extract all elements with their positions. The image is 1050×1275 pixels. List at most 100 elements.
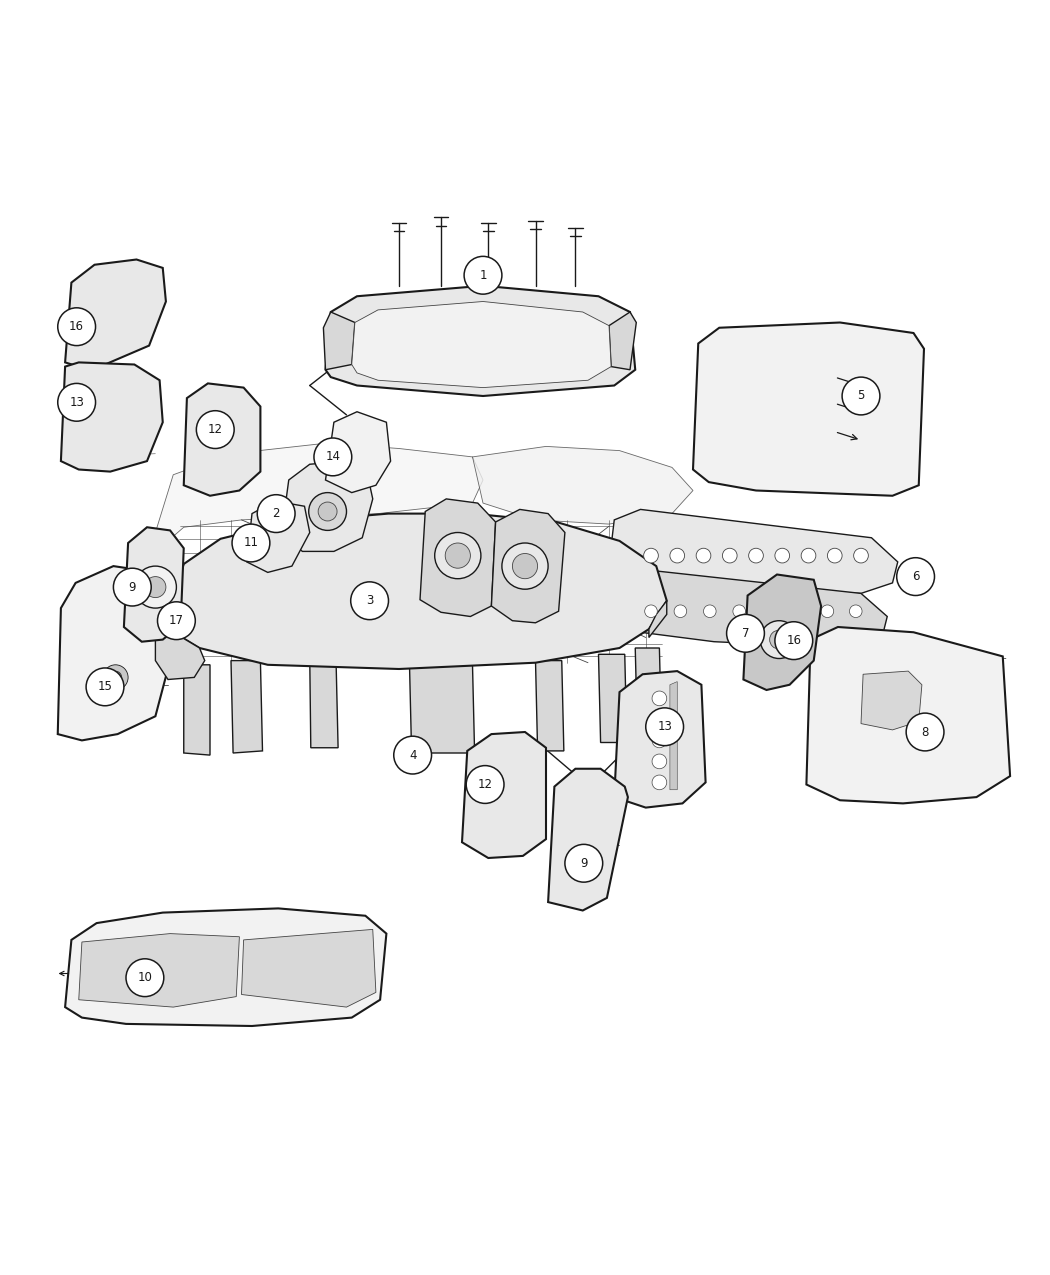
Polygon shape: [242, 929, 376, 1007]
Polygon shape: [670, 682, 677, 789]
Circle shape: [232, 524, 270, 562]
Polygon shape: [247, 501, 310, 572]
Polygon shape: [65, 260, 166, 367]
Polygon shape: [536, 660, 564, 751]
Polygon shape: [598, 654, 627, 742]
Circle shape: [652, 775, 667, 789]
Circle shape: [58, 307, 96, 346]
Text: 12: 12: [478, 778, 492, 790]
Circle shape: [652, 733, 667, 747]
Polygon shape: [609, 312, 636, 370]
Circle shape: [445, 543, 470, 569]
Text: 15: 15: [98, 681, 112, 694]
Circle shape: [196, 411, 234, 449]
Circle shape: [897, 557, 934, 595]
Circle shape: [696, 548, 711, 564]
Text: 16: 16: [69, 320, 84, 333]
Polygon shape: [184, 664, 210, 755]
Circle shape: [351, 581, 388, 620]
Circle shape: [58, 384, 96, 421]
Circle shape: [704, 604, 716, 617]
Polygon shape: [281, 462, 373, 551]
Circle shape: [464, 256, 502, 295]
Text: 14: 14: [326, 450, 340, 463]
Circle shape: [727, 615, 764, 653]
Circle shape: [318, 502, 337, 521]
Circle shape: [792, 604, 804, 617]
Circle shape: [749, 548, 763, 564]
Circle shape: [257, 495, 295, 533]
Polygon shape: [743, 575, 821, 690]
Circle shape: [842, 377, 880, 414]
Circle shape: [674, 604, 687, 617]
Circle shape: [762, 604, 775, 617]
Circle shape: [103, 664, 128, 690]
Polygon shape: [693, 323, 924, 496]
Polygon shape: [231, 660, 262, 754]
Circle shape: [801, 548, 816, 564]
Polygon shape: [635, 648, 662, 734]
Text: 16: 16: [786, 634, 801, 648]
Text: 6: 6: [911, 570, 920, 583]
Circle shape: [646, 708, 684, 746]
Circle shape: [109, 671, 122, 683]
Circle shape: [645, 604, 657, 617]
Polygon shape: [472, 446, 693, 524]
Circle shape: [158, 602, 195, 640]
Circle shape: [854, 548, 868, 564]
Polygon shape: [609, 569, 887, 648]
Text: 13: 13: [657, 720, 672, 733]
Text: 9: 9: [580, 857, 588, 870]
Polygon shape: [79, 933, 239, 1007]
Circle shape: [113, 569, 151, 606]
Text: 12: 12: [208, 423, 223, 436]
Polygon shape: [420, 499, 496, 617]
Text: 7: 7: [741, 627, 750, 640]
Circle shape: [652, 711, 667, 727]
Circle shape: [145, 576, 166, 598]
Polygon shape: [548, 769, 628, 910]
Circle shape: [652, 691, 667, 706]
Polygon shape: [806, 627, 1010, 803]
Polygon shape: [155, 444, 483, 541]
Circle shape: [821, 604, 834, 617]
Polygon shape: [155, 617, 205, 680]
Circle shape: [849, 604, 862, 617]
Circle shape: [435, 533, 481, 579]
Polygon shape: [326, 412, 391, 492]
Polygon shape: [310, 658, 338, 747]
Circle shape: [512, 553, 538, 579]
Polygon shape: [65, 908, 386, 1026]
Circle shape: [394, 736, 432, 774]
Circle shape: [86, 668, 124, 706]
Text: 11: 11: [244, 537, 258, 550]
Circle shape: [314, 439, 352, 476]
Polygon shape: [58, 566, 173, 741]
Polygon shape: [323, 312, 355, 370]
Polygon shape: [861, 671, 922, 729]
Circle shape: [775, 548, 790, 564]
Circle shape: [565, 844, 603, 882]
Text: 1: 1: [479, 269, 487, 282]
Text: 10: 10: [138, 972, 152, 984]
Polygon shape: [326, 286, 635, 397]
Text: 8: 8: [921, 725, 929, 738]
Circle shape: [502, 543, 548, 589]
Polygon shape: [410, 664, 475, 754]
Circle shape: [309, 492, 346, 530]
Polygon shape: [614, 671, 706, 807]
Polygon shape: [352, 301, 611, 388]
Circle shape: [770, 630, 789, 649]
Text: 4: 4: [408, 748, 417, 761]
Circle shape: [466, 765, 504, 803]
Polygon shape: [491, 510, 565, 622]
Polygon shape: [61, 362, 163, 472]
Polygon shape: [124, 528, 184, 641]
Polygon shape: [649, 601, 667, 638]
Polygon shape: [184, 384, 260, 496]
Text: 17: 17: [169, 615, 184, 627]
Circle shape: [775, 622, 813, 659]
Circle shape: [644, 548, 658, 564]
Polygon shape: [462, 732, 546, 858]
Polygon shape: [168, 514, 667, 669]
